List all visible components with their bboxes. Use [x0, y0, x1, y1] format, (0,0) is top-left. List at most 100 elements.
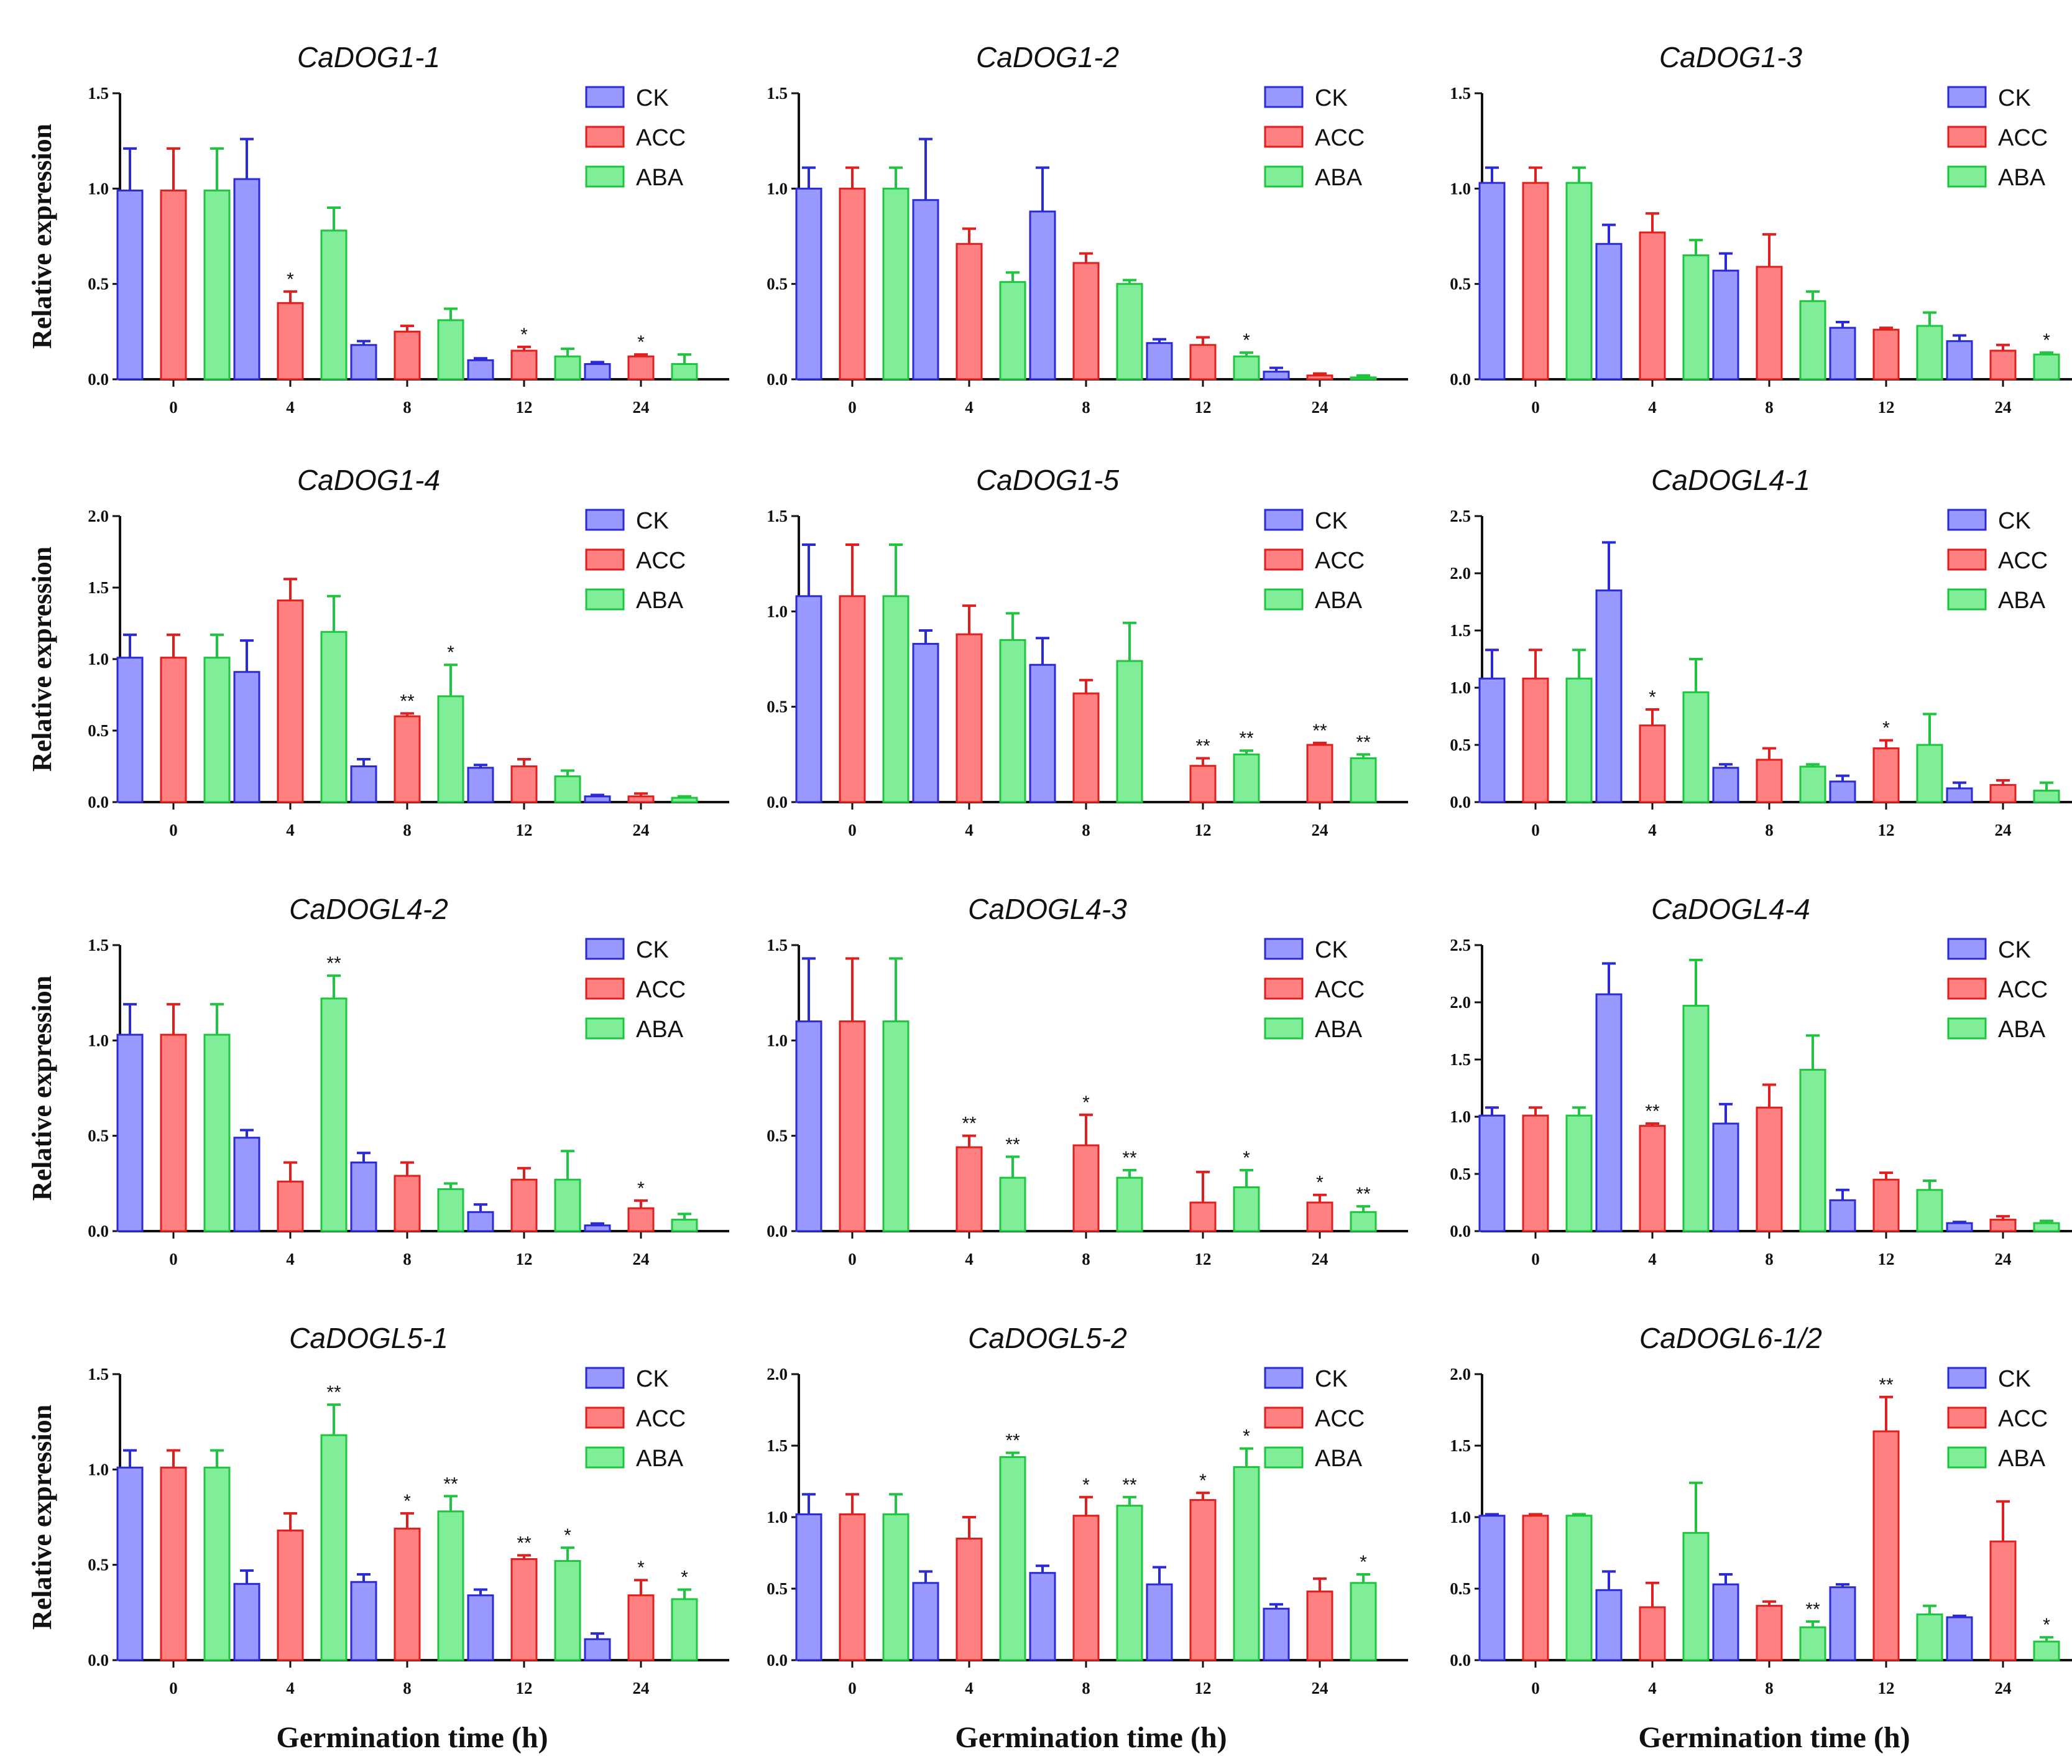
significance-mark: ** — [1805, 1599, 1820, 1620]
x-tick-label: 0 — [169, 821, 178, 839]
bar-acc — [160, 189, 187, 381]
x-tick-label: 12 — [1878, 821, 1895, 839]
significance-mark: ** — [1122, 1475, 1137, 1495]
bar-aba — [1916, 325, 1943, 381]
significance-mark: * — [447, 642, 454, 663]
bar-acc — [627, 1594, 655, 1661]
bar-acc — [955, 1146, 983, 1232]
legend-label: CK — [1315, 1366, 1348, 1392]
y-tick-label: 0.0 — [1450, 1222, 1471, 1240]
y-tick-label: 1.5 — [767, 507, 788, 525]
panel-1: CaDOG1-2 0.0 0.5 1.0 1.5 0 4 8 12 24 * CK ACC ABA — [767, 41, 1408, 417]
bar-ck — [1263, 371, 1290, 381]
legend-swatch-aba — [1264, 1446, 1304, 1469]
bar-aba — [882, 1513, 909, 1661]
legend-label: ABA — [1315, 1446, 1363, 1472]
significance-mark: * — [403, 1491, 411, 1512]
x-tick-label: 24 — [1312, 1250, 1328, 1268]
legend-label: CK — [636, 1366, 669, 1392]
bar-acc — [510, 1178, 538, 1232]
legend-label: CK — [1315, 937, 1348, 963]
bar-aba — [671, 1219, 698, 1232]
significance-mark: * — [1649, 687, 1656, 708]
bar-acc — [1756, 1106, 1783, 1232]
legend-swatch-acc — [1264, 977, 1304, 1000]
bar-acc — [839, 595, 866, 803]
legend-swatch-aba — [585, 1017, 625, 1040]
legend-swatch-ck — [585, 509, 625, 531]
x-axis-label: Germination time (h) — [276, 1721, 548, 1754]
bar-aba — [671, 1598, 698, 1661]
bar-aba — [1233, 753, 1260, 803]
y-tick-label: 1.0 — [767, 179, 788, 198]
x-tick-label: 24 — [1995, 398, 2012, 417]
bar-aba — [1799, 300, 1826, 381]
significance-mark: * — [1199, 1471, 1207, 1491]
legend-label: ABA — [636, 1017, 684, 1043]
bar-ck — [233, 1137, 260, 1232]
panel-title: CaDOG1-5 — [976, 464, 1119, 496]
x-tick-label: 12 — [1195, 1679, 1212, 1697]
significance-mark: * — [681, 1568, 688, 1588]
bar-acc — [1756, 759, 1783, 803]
x-tick-label: 0 — [169, 1679, 178, 1697]
x-tick-label: 12 — [1195, 821, 1212, 839]
y-tick-label: 0.5 — [88, 721, 109, 740]
x-tick-label: 12 — [1878, 1679, 1895, 1697]
y-tick-label: 0.0 — [88, 1651, 109, 1669]
bar-acc — [1189, 765, 1217, 803]
panel-title: CaDOGL6-1/2 — [1639, 1322, 1822, 1354]
legend-swatch-acc — [1264, 548, 1304, 571]
bar-aba — [671, 797, 698, 803]
legend-label: ABA — [1315, 1017, 1363, 1043]
bar-aba — [1682, 1531, 1710, 1661]
bar-aba — [203, 189, 231, 381]
legend-swatch-aba — [1947, 1446, 1987, 1469]
x-tick-label: 4 — [965, 1250, 974, 1268]
bar-aba — [1682, 254, 1710, 381]
y-tick-label: 1.5 — [1450, 1436, 1471, 1455]
bar-aba — [1116, 1505, 1143, 1661]
bar-acc — [1872, 1178, 1900, 1232]
panel-title: CaDOGL4-2 — [289, 893, 448, 925]
legend-swatch-acc — [585, 1406, 625, 1429]
legend-label: ACC — [1998, 977, 2048, 1003]
bar-ck — [912, 642, 939, 803]
bar-aba — [1916, 744, 1943, 803]
bar-acc — [277, 302, 304, 381]
bar-acc — [839, 187, 866, 381]
x-axis-label: Germination time (h) — [1638, 1721, 1910, 1754]
legend-label: ABA — [1998, 165, 2046, 191]
significance-mark: * — [1243, 330, 1250, 351]
y-tick-label: 1.0 — [88, 1031, 109, 1050]
significance-mark: * — [1082, 1092, 1090, 1113]
bar-ck — [1829, 780, 1856, 803]
bar-ck — [116, 1033, 144, 1232]
bar-acc — [1072, 1515, 1100, 1661]
significance-mark: ** — [443, 1474, 458, 1494]
legend-label: ACC — [1998, 1406, 2048, 1432]
y-tick-label: 1.5 — [1450, 621, 1471, 640]
significance-mark: * — [637, 332, 645, 353]
y-tick-label: 1.0 — [88, 1460, 109, 1479]
x-tick-label: 24 — [1312, 821, 1328, 839]
y-tick-label: 1.0 — [767, 1031, 788, 1050]
bar-aba — [437, 319, 464, 381]
bar-ck — [1029, 663, 1056, 803]
bar-aba — [1799, 1069, 1826, 1232]
bar-aba — [554, 355, 581, 381]
x-tick-label: 24 — [1995, 1250, 2012, 1268]
bar-acc — [1522, 182, 1549, 381]
bar-aba — [437, 1188, 464, 1232]
significance-mark: * — [1882, 718, 1890, 739]
x-tick-label: 12 — [1195, 398, 1212, 417]
x-tick-label: 0 — [169, 398, 178, 417]
significance-mark: * — [637, 1178, 645, 1199]
bar-ck — [1946, 340, 1973, 381]
x-tick-label: 4 — [965, 821, 974, 839]
legend-swatch-aba — [1947, 588, 1987, 611]
bar-ck — [1712, 1122, 1739, 1232]
y-tick-label: 0.5 — [88, 1556, 109, 1574]
bar-aba — [320, 997, 348, 1232]
y-tick-label: 0.5 — [767, 275, 788, 293]
